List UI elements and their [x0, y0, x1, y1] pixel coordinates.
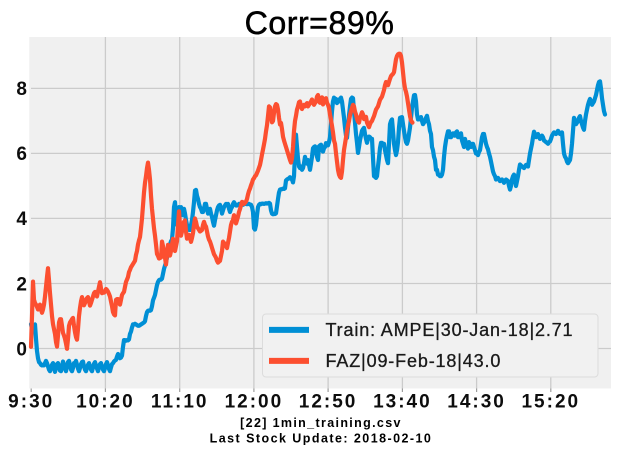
svg-text:4: 4: [16, 209, 27, 230]
svg-text:12:50: 12:50: [299, 391, 358, 412]
svg-text:8: 8: [16, 79, 27, 100]
svg-text:13:40: 13:40: [373, 391, 432, 412]
svg-text:15:20: 15:20: [521, 391, 580, 412]
svg-text:9:30: 9:30: [8, 391, 54, 412]
svg-text:10:20: 10:20: [76, 391, 135, 412]
svg-text:11:10: 11:10: [151, 391, 209, 412]
svg-text:Last Stock Update: 2018-02-10: Last Stock Update: 2018-02-10: [210, 431, 433, 445]
svg-text:14:30: 14:30: [447, 391, 506, 412]
svg-text:2: 2: [16, 274, 27, 295]
svg-text:12:00: 12:00: [225, 391, 284, 412]
svg-text:FAZ|09-Feb-18|43.0: FAZ|09-Feb-18|43.0: [326, 351, 502, 371]
svg-text:Corr=89%: Corr=89%: [245, 5, 395, 41]
svg-text:Train: AMPE|30-Jan-18|2.71: Train: AMPE|30-Jan-18|2.71: [326, 320, 574, 340]
svg-text:0: 0: [16, 339, 27, 360]
svg-text:[22] 1min_training.csv: [22] 1min_training.csv: [240, 416, 402, 430]
svg-text:6: 6: [16, 144, 27, 165]
